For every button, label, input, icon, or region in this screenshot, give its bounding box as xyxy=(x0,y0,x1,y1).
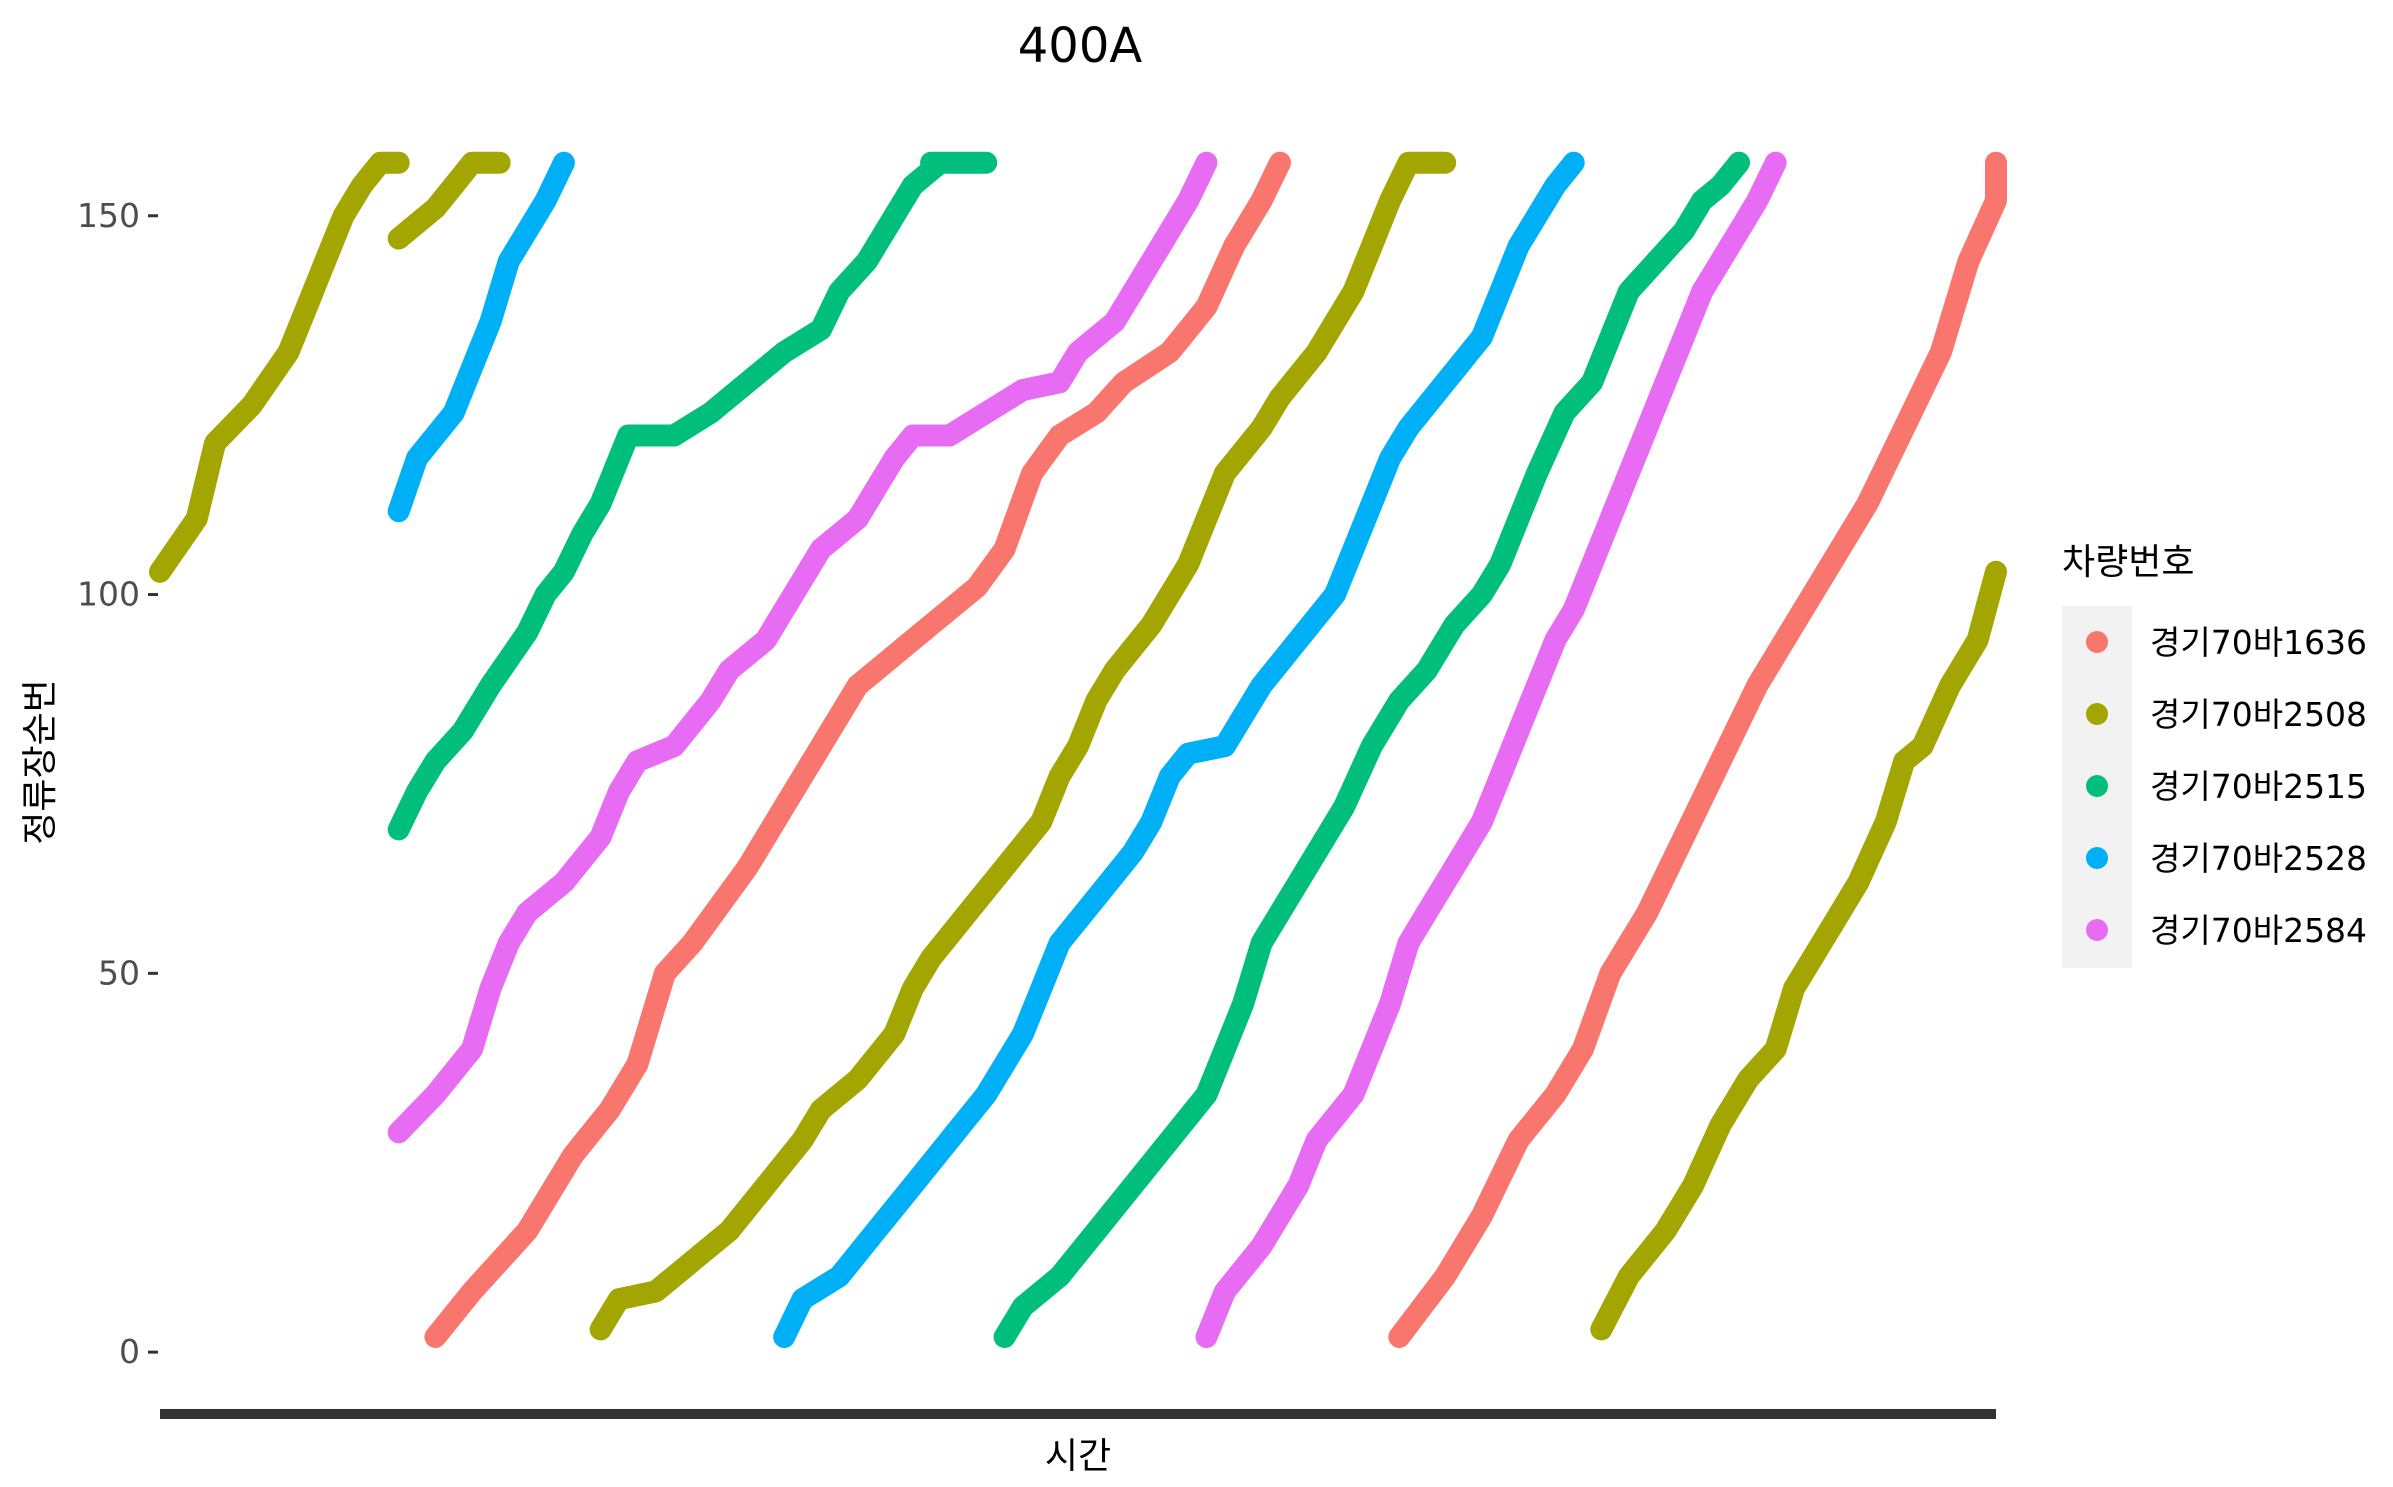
y-axis-title: 정류장순번 xyxy=(20,679,61,845)
series-2 xyxy=(149,151,2007,1341)
series-segment xyxy=(993,151,1750,1348)
series-layer xyxy=(149,151,2007,1348)
legend-items: 경기70바1636 경기70바2508 경기70바2515 경기70바2528 경기70… xyxy=(2086,623,2367,950)
legend-key-dot xyxy=(2086,919,2108,941)
series-segment xyxy=(149,151,410,583)
y-tick-label: 150 xyxy=(77,196,140,235)
series-segment xyxy=(387,151,1218,1144)
legend-key-dot xyxy=(2086,775,2108,797)
y-tick-label: 0 xyxy=(119,1332,140,1371)
legend-label: 경기70바2584 xyxy=(2150,911,2367,950)
legend-label: 경기70바2528 xyxy=(2150,839,2367,878)
series-segment xyxy=(589,151,1457,1341)
y-tick-label: 100 xyxy=(77,575,140,614)
legend-title: 차량번호 xyxy=(2062,542,2194,583)
legend-label: 경기70바2515 xyxy=(2150,767,2367,806)
legend: 차량번호 경기70바1636 경기70바2508 경기70바2515 경기70바252… xyxy=(2062,542,2367,968)
legend-label: 경기70바1636 xyxy=(2150,623,2367,662)
legend-key-dot xyxy=(2086,631,2108,653)
series-segment xyxy=(424,151,1291,1348)
legend-key-dot xyxy=(2086,847,2108,869)
y-tick-label: 50 xyxy=(98,953,140,992)
series-4 xyxy=(387,151,1585,1348)
series-3 xyxy=(387,151,1750,1348)
series-1 xyxy=(424,151,2007,1348)
series-segment xyxy=(387,151,511,250)
series-segment xyxy=(773,151,1585,1348)
legend-key-dot xyxy=(2086,703,2108,725)
series-segment xyxy=(387,151,998,841)
y-axis: 0 50 100 150 xyxy=(77,196,158,1371)
series-segment xyxy=(1388,151,2007,1348)
series-segment xyxy=(1195,151,1787,1348)
legend-label: 경기70바2508 xyxy=(2150,695,2367,734)
series-5 xyxy=(387,151,1787,1348)
series-segment xyxy=(1590,560,2007,1341)
chart-title: 400A xyxy=(1018,18,1143,74)
series-segment xyxy=(387,151,575,523)
x-axis-title: 시간 xyxy=(1045,1436,1111,1477)
